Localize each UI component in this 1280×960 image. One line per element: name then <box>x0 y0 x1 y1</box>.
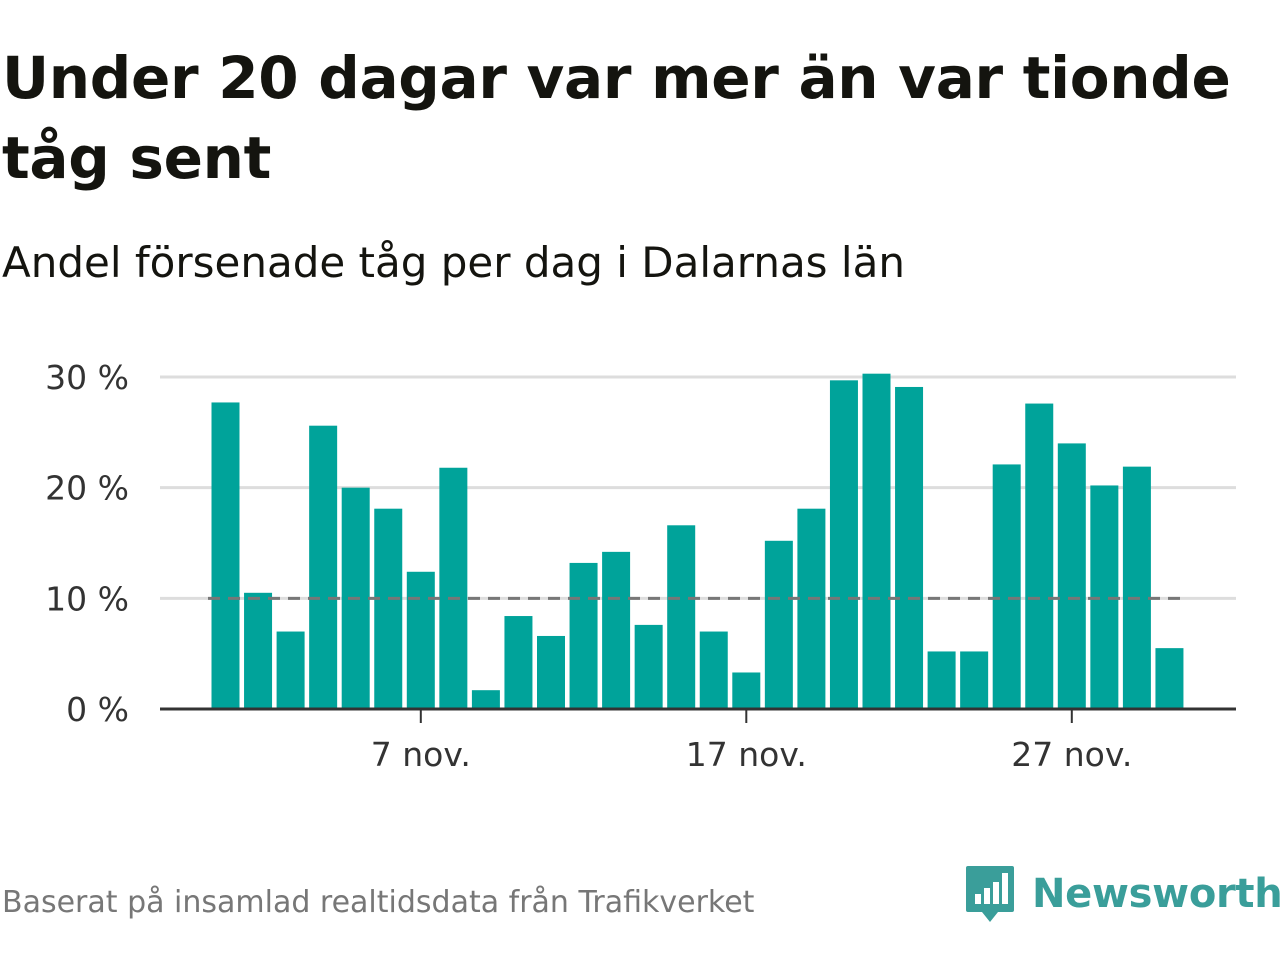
bar <box>992 464 1021 709</box>
bar <box>602 551 631 709</box>
bar <box>634 624 663 709</box>
y-tick-label: 0 % <box>66 690 129 729</box>
x-tick-label: 17 nov. <box>686 735 807 774</box>
logo-text: Newsworthy <box>1032 871 1280 917</box>
y-tick-label: 20 % <box>45 469 129 508</box>
y-tick-label: 30 % <box>45 358 129 397</box>
bar <box>211 402 240 709</box>
x-tick-label: 27 nov. <box>1011 735 1132 774</box>
bar <box>244 592 273 709</box>
bar <box>732 672 761 709</box>
bar-chart: 0 % 10 % 20 % 30 % 7 nov. 17 nov. 27 nov. <box>45 358 1236 774</box>
bar <box>537 635 565 709</box>
bar <box>569 562 598 709</box>
newsworthy-logo-icon <box>966 866 1014 922</box>
bar <box>471 690 500 709</box>
bar <box>764 540 793 709</box>
chart-title: Under 20 dagar var mer än var tionde tåg… <box>2 44 1231 192</box>
bar <box>1155 648 1184 709</box>
bar <box>1122 466 1151 709</box>
bar <box>309 425 338 709</box>
bar <box>829 380 858 709</box>
y-tick-label: 10 % <box>45 579 129 618</box>
bar <box>862 373 891 709</box>
bar <box>699 631 728 709</box>
bar <box>1057 443 1086 709</box>
bar <box>374 508 403 709</box>
bar <box>960 651 989 709</box>
bar <box>1025 403 1054 709</box>
bar <box>667 525 696 709</box>
bar <box>895 386 924 709</box>
bars <box>211 373 1184 709</box>
bar <box>927 651 956 709</box>
bar <box>504 616 533 709</box>
chart-subtitle: Andel försenade tåg per dag i Dalarnas l… <box>2 238 905 287</box>
bar <box>439 467 468 709</box>
x-tick-label: 7 nov. <box>371 735 471 774</box>
bar <box>797 508 826 709</box>
axes: 0 % 10 % 20 % 30 % 7 nov. 17 nov. 27 nov. <box>45 358 1236 774</box>
source-note: Baserat på insamlad realtidsdata från Tr… <box>2 885 755 920</box>
bar <box>276 631 305 709</box>
newsworthy-logo[interactable]: Newsworthy <box>964 864 1280 924</box>
bar <box>406 571 435 709</box>
